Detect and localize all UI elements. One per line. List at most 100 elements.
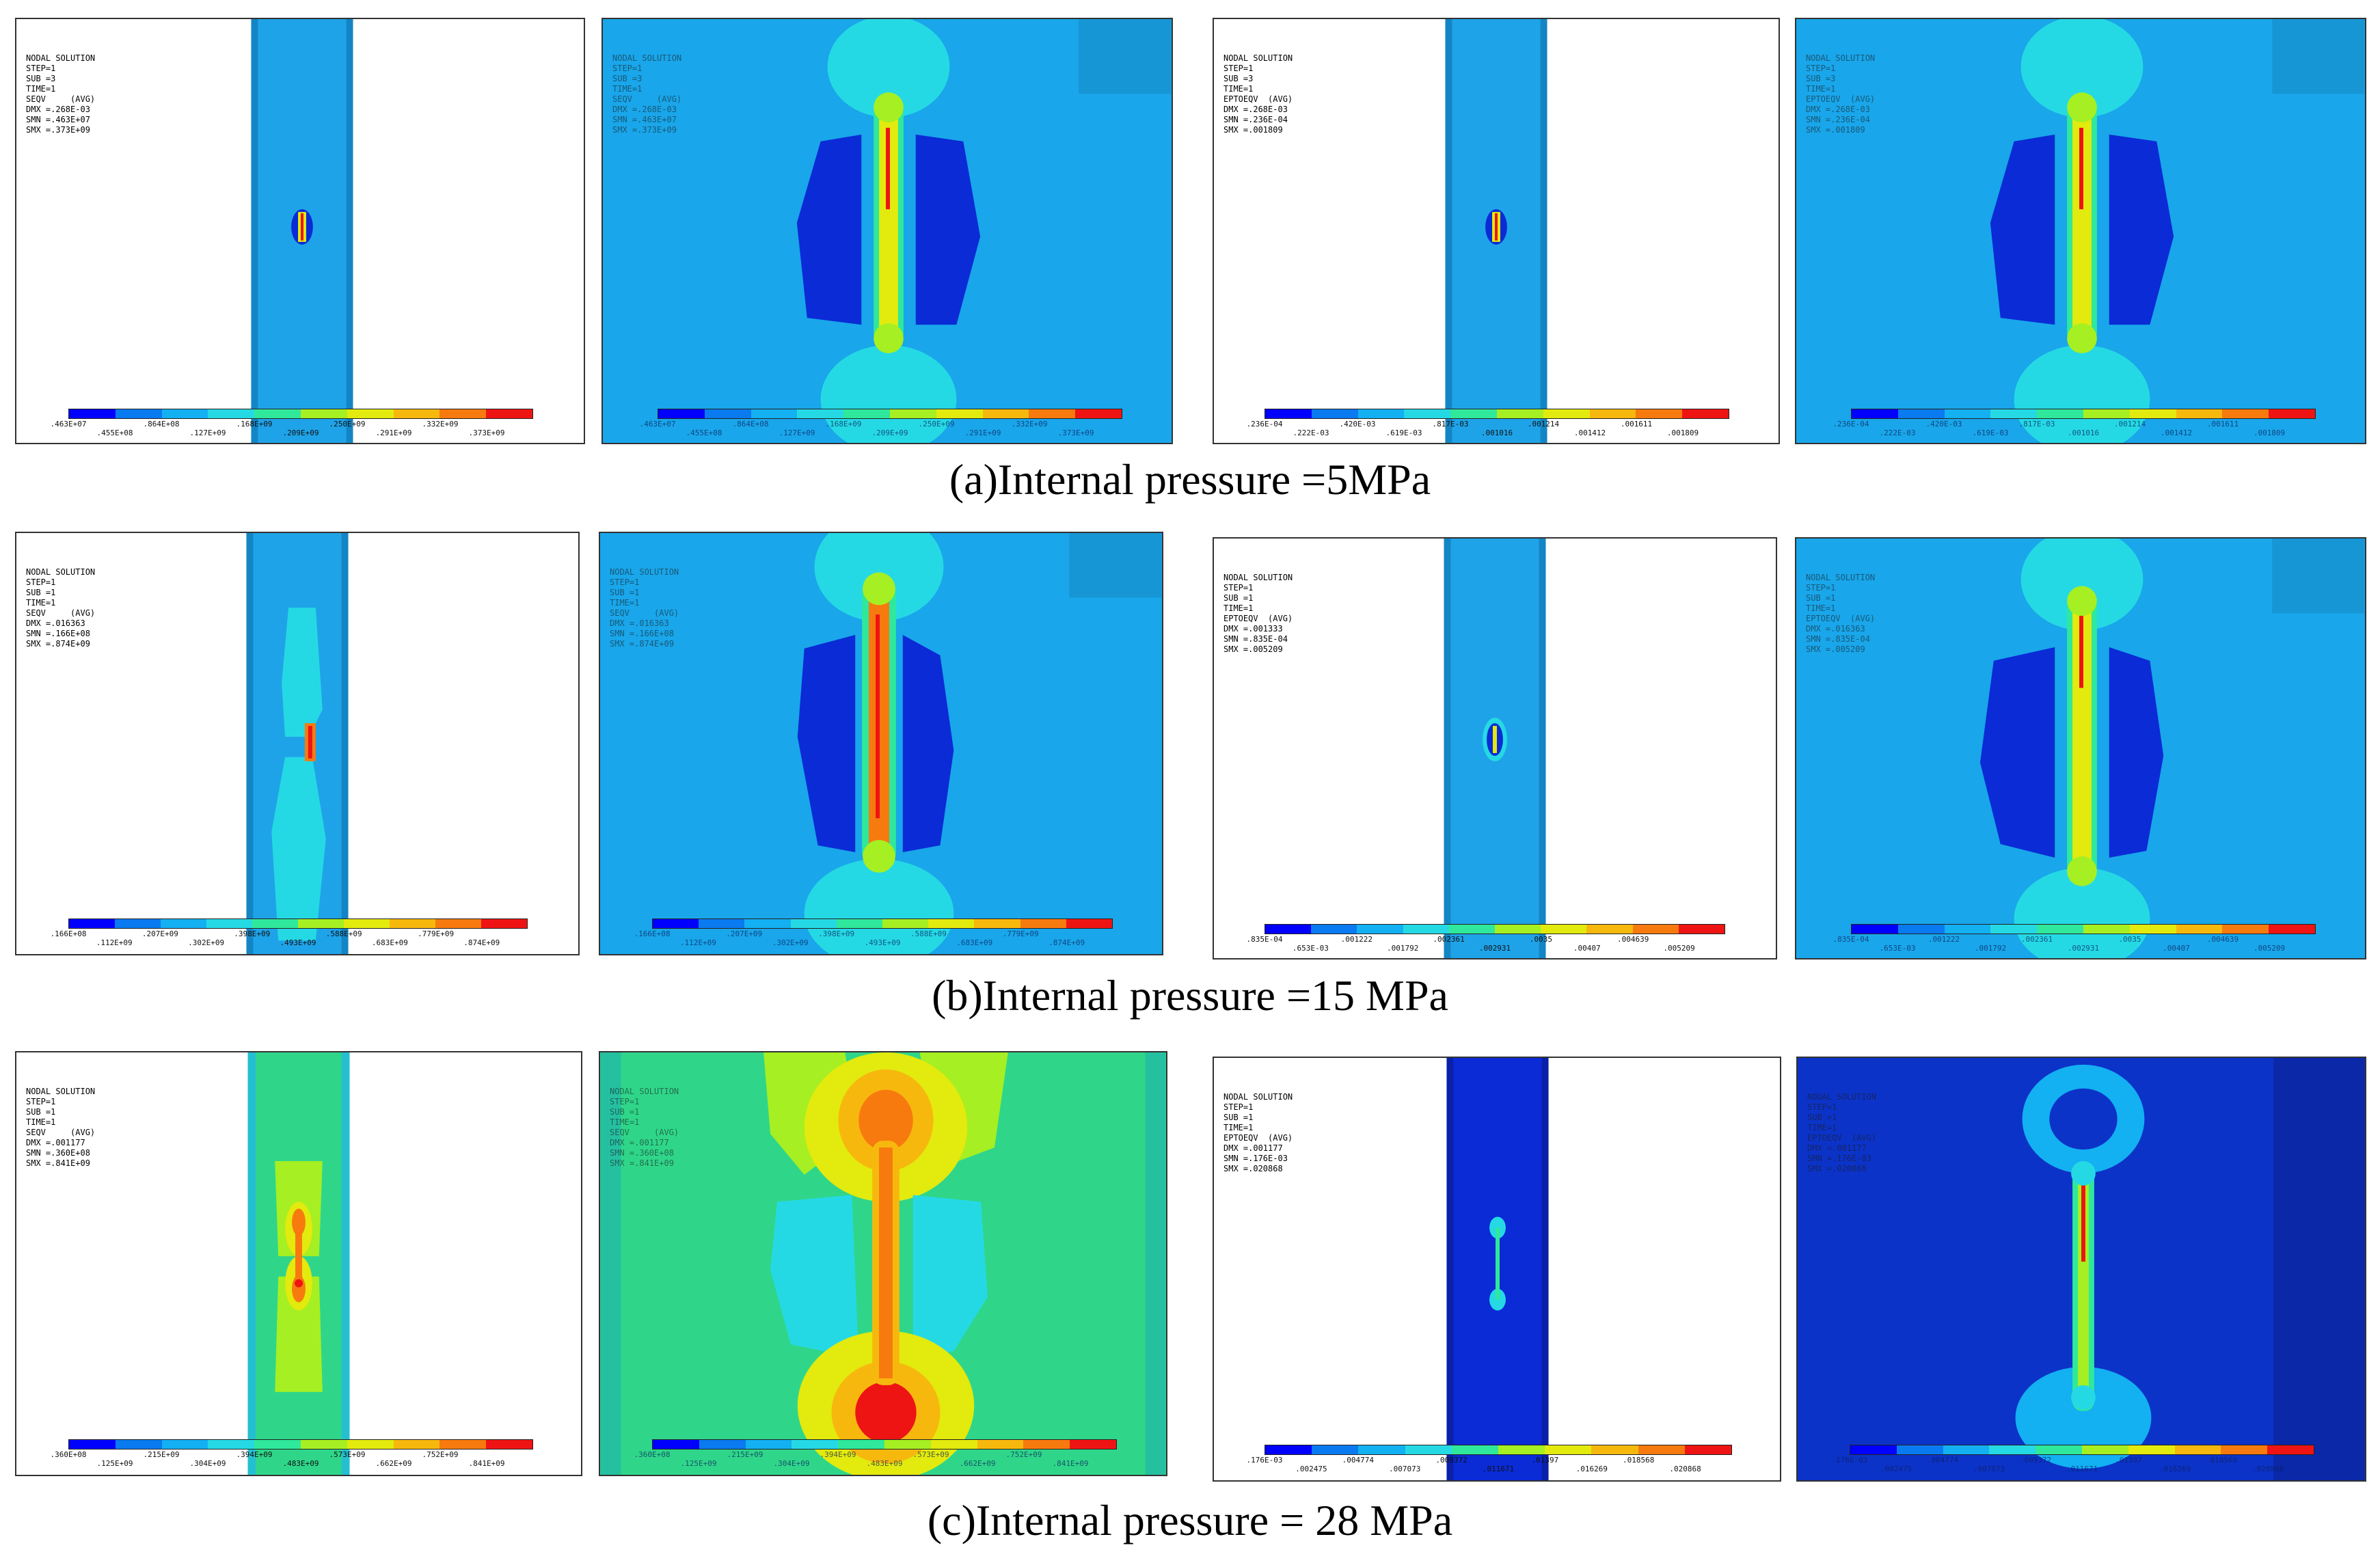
legend-swatch xyxy=(1990,925,2038,934)
legend-label: .001412 xyxy=(2160,428,2193,437)
contour-plot xyxy=(247,1052,350,1475)
legend-label: .573E+09 xyxy=(912,1450,949,1459)
legend-label: .166E+08 xyxy=(50,929,87,938)
panel-c4-eptoeqv-zoom: NODAL SOLUTION STEP=1 SUB =1 TIME=1 EPTOEQV … xyxy=(1796,1057,2366,1482)
legend-label: .653E-03 xyxy=(1292,944,1329,953)
legend-label: .009372 xyxy=(2019,1456,2052,1465)
legend-swatch xyxy=(1020,919,1066,928)
legend-label: .493E+09 xyxy=(864,938,901,947)
legend-label: .00407 xyxy=(1573,944,1601,953)
legend-label: .373E+09 xyxy=(468,428,505,437)
legend-label: .001809 xyxy=(2253,428,2286,437)
legend-swatch xyxy=(1450,409,1497,418)
legend-swatch xyxy=(1543,409,1590,418)
legend-swatch xyxy=(1448,925,1496,934)
legend-bar xyxy=(652,918,1113,929)
legend-bar xyxy=(658,409,1122,419)
legend-swatch xyxy=(390,919,435,928)
legend-swatch xyxy=(206,919,252,928)
legend-label: .209E+09 xyxy=(282,428,319,437)
legend-label: .455E+08 xyxy=(96,428,133,437)
legend-label: .001611 xyxy=(1620,420,1653,428)
legend-label: .817E-03 xyxy=(2018,420,2055,428)
solution-info: NODAL SOLUTION STEP=1 SUB =1 TIME=1 SEQV (AV… xyxy=(26,1087,96,1168)
legend-label: .302E+09 xyxy=(772,938,809,947)
legend-swatch xyxy=(2129,409,2176,418)
panel-b4-eptoeqv-zoom: NODAL SOLUTION STEP=1 SUB =1 TIME=1 EPTOEQV … xyxy=(1795,537,2366,960)
legend-label: .005209 xyxy=(2253,944,2286,953)
legend-swatch xyxy=(653,919,699,928)
legend-swatch xyxy=(2037,925,2083,934)
legend-label: .125E+09 xyxy=(680,1459,717,1468)
legend-label: .215E+09 xyxy=(143,1450,180,1459)
legend-swatch xyxy=(1312,1445,1359,1454)
legend-label: .007073 xyxy=(1389,1465,1421,1473)
legend-label: .373E+09 xyxy=(1057,428,1094,437)
legend-label: .002361 xyxy=(1433,935,1465,944)
legend-swatch xyxy=(1944,925,1991,934)
legend-swatch xyxy=(745,1440,792,1449)
color-legend: .463E+07 .864E+08 .168E+09 .250E+09 .332… xyxy=(640,409,1122,440)
legend-swatch xyxy=(1075,409,1122,418)
legend-swatch xyxy=(440,409,487,418)
legend-swatch xyxy=(2267,1445,2314,1454)
legend-label: .209E+09 xyxy=(871,428,908,437)
legend-swatch xyxy=(481,919,527,928)
legend-label: .207E+09 xyxy=(726,929,763,938)
solution-info: NODAL SOLUTION STEP=1 SUB =3 TIME=1 SEQV (AV… xyxy=(612,53,682,135)
legend-label: .291E+09 xyxy=(964,428,1001,437)
legend-swatch xyxy=(298,919,344,928)
legend-label: .653E-03 xyxy=(1879,944,1916,953)
legend-swatch xyxy=(1265,409,1312,418)
legend-swatch xyxy=(1405,1445,1452,1454)
legend-swatch xyxy=(836,919,883,928)
legend-label: .222E-03 xyxy=(1293,428,1329,437)
contour-plot xyxy=(251,19,353,443)
panel-a2-seqv-zoom: NODAL SOLUTION STEP=1 SUB =3 TIME=1 SEQV (AV… xyxy=(601,18,1173,444)
legend-swatch xyxy=(1852,409,1898,418)
legend-swatch xyxy=(1682,409,1729,418)
solution-info: NODAL SOLUTION STEP=1 SUB =1 TIME=1 EPTOEQV … xyxy=(1223,573,1293,654)
legend-swatch xyxy=(2083,409,2130,418)
legend-label: .236E-04 xyxy=(1246,420,1283,428)
solution-info: NODAL SOLUTION STEP=1 SUB =3 TIME=1 EPTOEQV … xyxy=(1806,53,1876,135)
legend-swatch xyxy=(2222,409,2269,418)
color-legend: .176E-03 .004774 .009372 .01397 .018568 … xyxy=(1832,1445,2314,1476)
legend-label: .779E+09 xyxy=(1002,929,1039,938)
legend-label: .304E+09 xyxy=(189,1459,226,1468)
legend-label: .016269 xyxy=(2159,1465,2191,1473)
legend-swatch xyxy=(1586,925,1633,934)
legend-label: .125E+09 xyxy=(96,1459,133,1468)
legend-swatch xyxy=(254,409,301,418)
legend-swatch xyxy=(1498,1445,1545,1454)
contour-plot xyxy=(1446,1058,1549,1480)
solution-info: NODAL SOLUTION STEP=1 SUB =1 TIME=1 SEQV (AV… xyxy=(610,1087,679,1168)
legend-bar xyxy=(1265,924,1725,934)
legend-swatch xyxy=(69,409,116,418)
caption-b: (b)Internal pressure =15 MPa xyxy=(932,971,1448,1020)
legend-swatch xyxy=(974,919,1020,928)
legend-swatch xyxy=(486,1440,532,1449)
legend-swatch xyxy=(2081,1445,2128,1454)
legend-swatch xyxy=(1358,1445,1405,1454)
contour-plot xyxy=(600,1052,1166,1475)
legend-swatch xyxy=(1944,409,1991,418)
legend-swatch xyxy=(838,1440,884,1449)
legend-label: .752E+09 xyxy=(1005,1450,1042,1459)
legend-swatch xyxy=(2128,1445,2175,1454)
legend-label: .002475 xyxy=(1295,1465,1327,1473)
legend-label: .483E+09 xyxy=(866,1459,903,1468)
solution-info: NODAL SOLUTION STEP=1 SUB =1 TIME=1 SEQV (AV… xyxy=(610,567,679,649)
legend-swatch xyxy=(1066,919,1113,928)
legend-label: .841E+09 xyxy=(468,1459,505,1468)
legend-label: .176E-03 xyxy=(1246,1456,1283,1465)
legend-swatch xyxy=(1311,925,1357,934)
legend-swatch xyxy=(1265,1445,1312,1454)
legend-label: .168E+09 xyxy=(236,420,273,428)
legend-label: .588E+09 xyxy=(325,929,362,938)
legend-label: .215E+09 xyxy=(727,1450,763,1459)
legend-swatch xyxy=(792,1440,839,1449)
legend-swatch xyxy=(744,919,791,928)
legend-label: .020868 xyxy=(2251,1465,2284,1473)
legend-swatch xyxy=(889,409,936,418)
